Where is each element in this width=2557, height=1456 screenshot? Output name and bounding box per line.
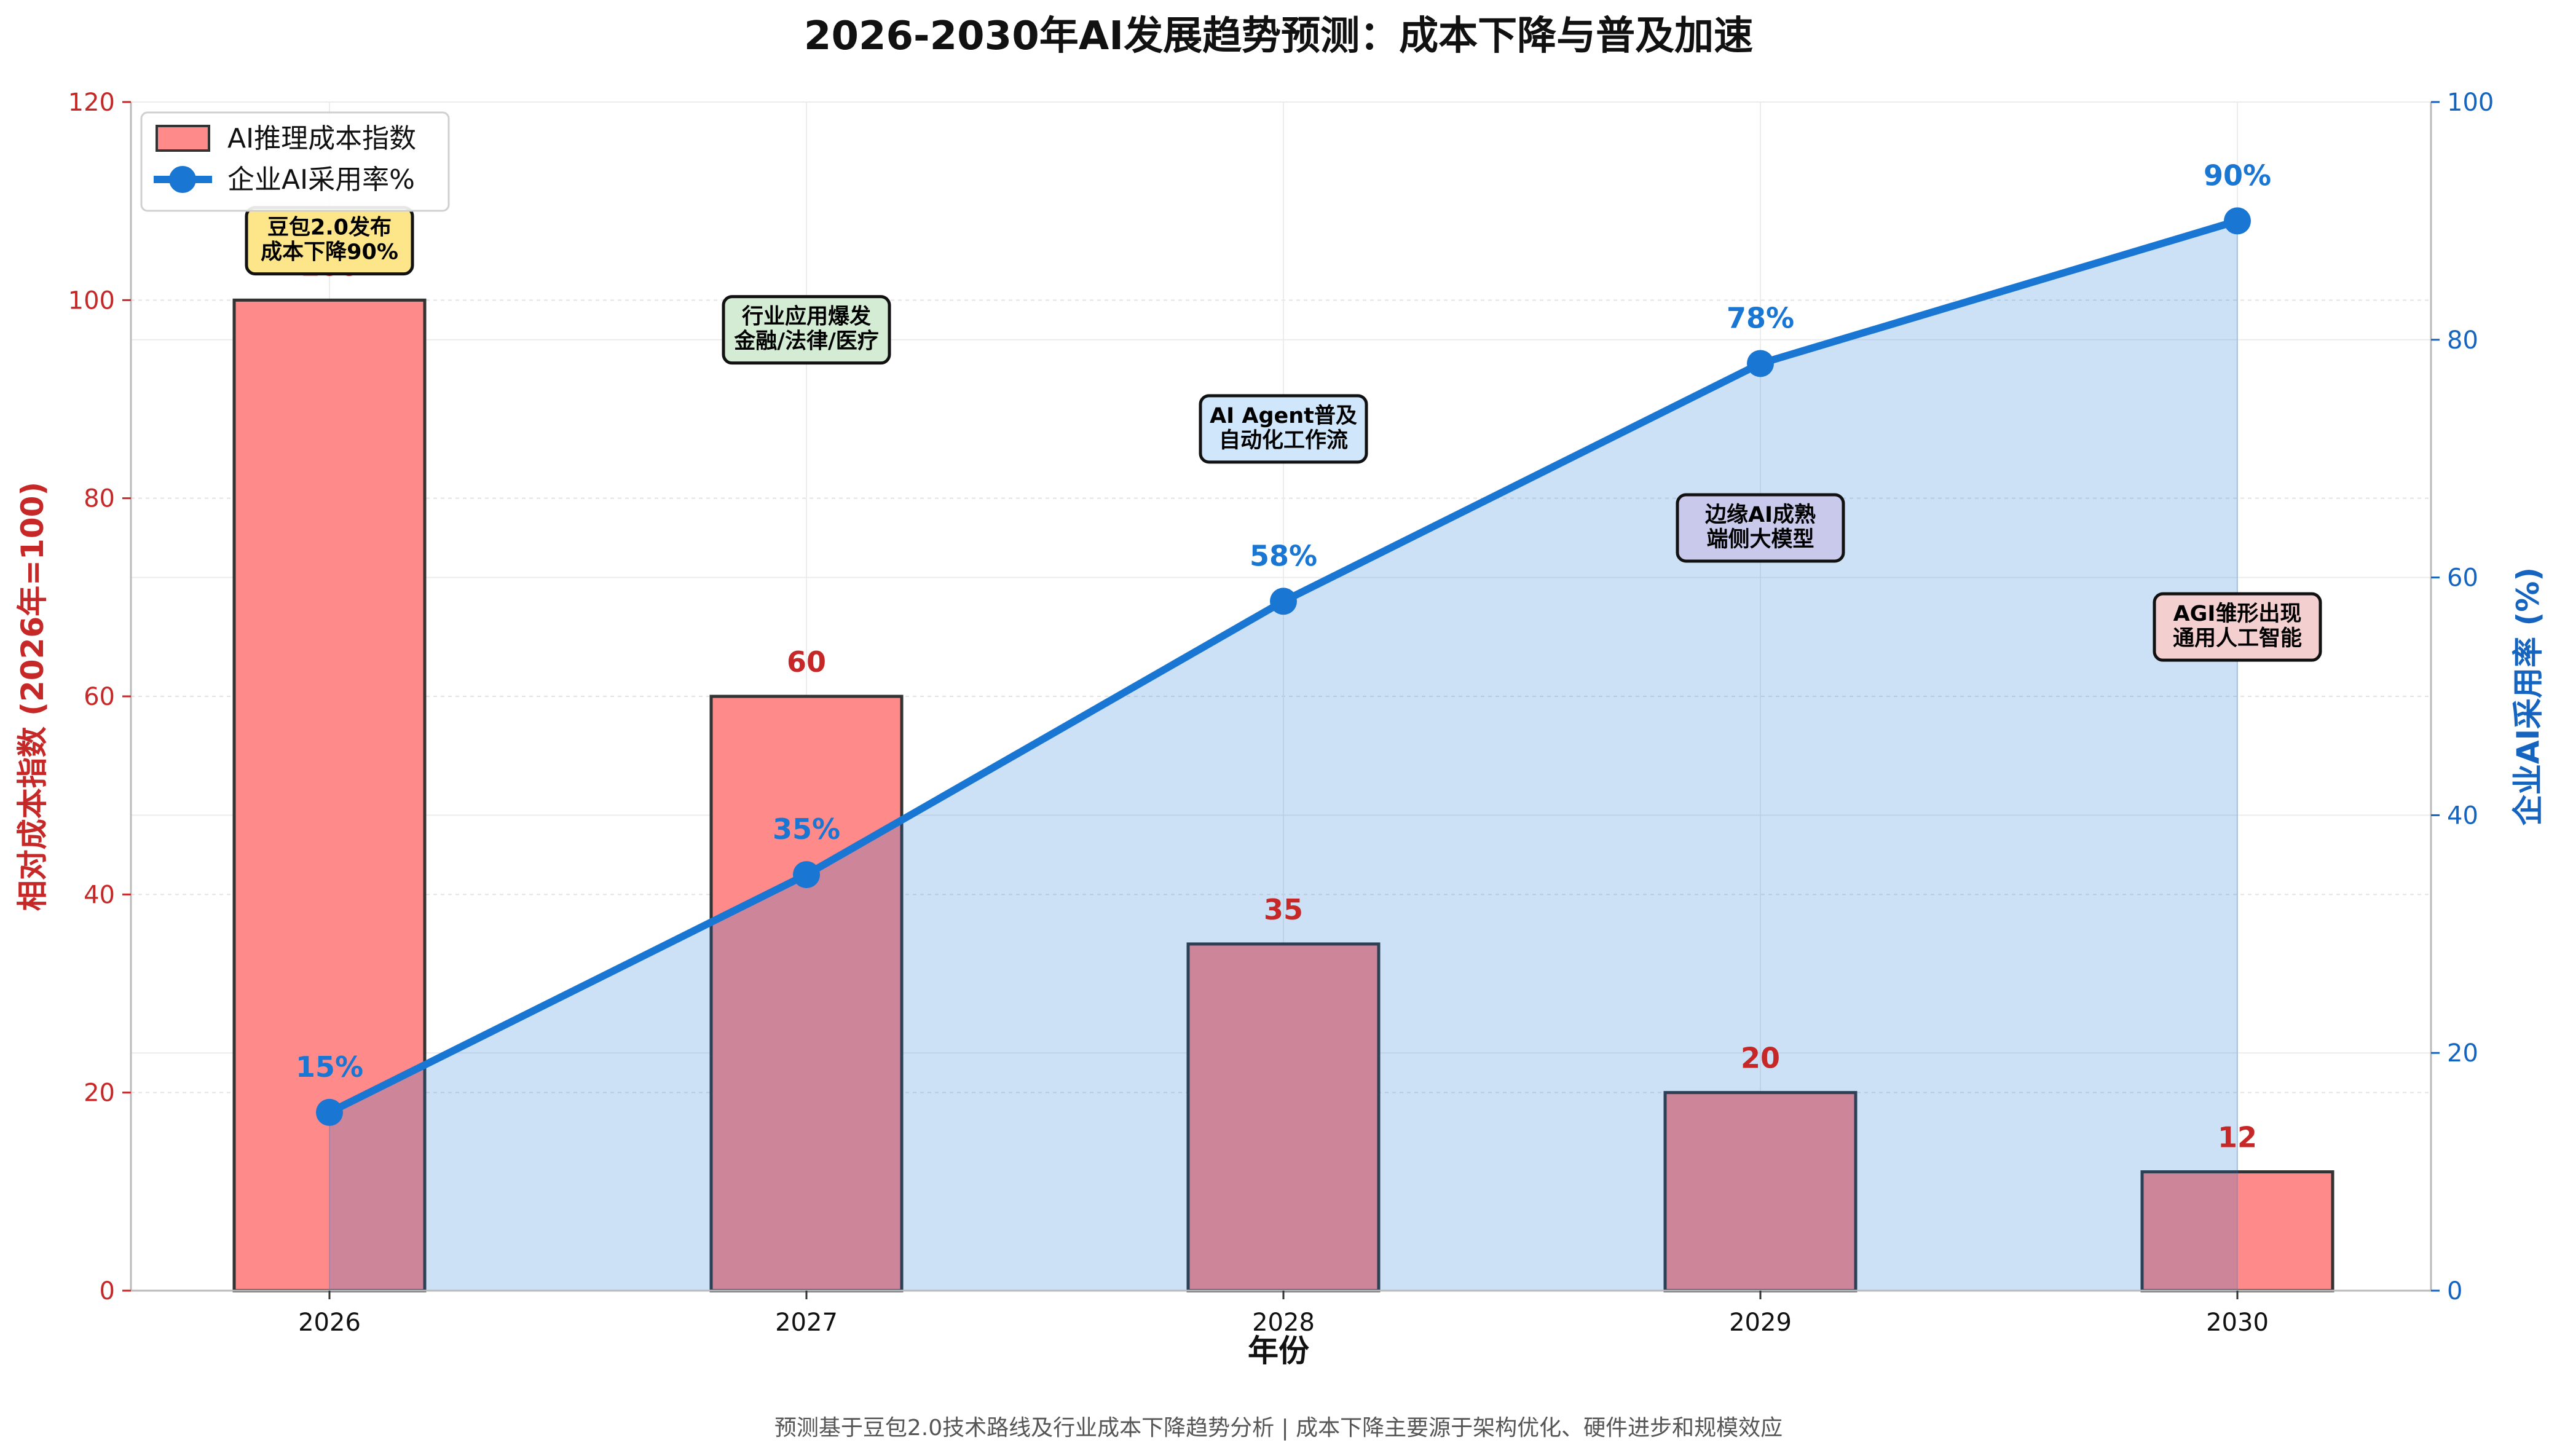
left-tick-label-60: 60 [84, 683, 115, 711]
cost-bar-label-2030: 12 [2218, 1121, 2257, 1154]
left-axis-title: 相对成本指数 (2026年=100) [15, 482, 50, 911]
cost-bar-label-2029: 20 [1741, 1042, 1780, 1075]
adoption-label-2026: 15% [296, 1050, 363, 1084]
x-tick-label-2030: 2030 [2206, 1308, 2269, 1337]
adoption-point-2026 [316, 1098, 343, 1126]
chart-title: 2026-2030年AI发展趋势预测：成本下降与普及加速 [804, 14, 1753, 59]
annotation-text-2028-1: 自动化工作流 [1219, 428, 1348, 453]
adoption-point-2029 [1747, 350, 1774, 377]
left-tick-label-80: 80 [84, 485, 115, 513]
annotation-text-2027-0: 行业应用爆发 [742, 304, 871, 329]
right-tick-label-100: 100 [2447, 89, 2494, 117]
adoption-label-2028: 58% [1250, 539, 1317, 572]
cost-bar-2027 [709, 695, 904, 1293]
cost-bar-label-2028: 35 [1264, 893, 1303, 926]
right-tick-label-40: 40 [2447, 801, 2478, 830]
x-tick-label-2028: 2028 [1252, 1308, 1315, 1337]
right-tick-label-60: 60 [2447, 564, 2478, 592]
annotation-text-2026-1: 成本下降90% [261, 240, 398, 265]
adoption-label-2027: 35% [773, 813, 840, 846]
annotation-box-2028 [1199, 394, 1368, 464]
cost-bar-2029 [1663, 1091, 1858, 1293]
legend-box [140, 111, 450, 212]
adoption-label-2030: 90% [2204, 159, 2271, 192]
right-tick-label-80: 80 [2447, 326, 2478, 355]
axes: 2026 2027 2028 2029 2030 0 20 40 60 80 100 120 0 20 40… [68, 89, 2494, 1337]
left-tick-label-40: 40 [84, 881, 115, 909]
x-tick-label-2026: 2026 [298, 1308, 361, 1337]
annotation-text-2030-0: AGI雏形出现 [2173, 602, 2302, 626]
legend-swatch-bar [156, 125, 210, 152]
cost-bar-2030 [2140, 1170, 2334, 1293]
x-axis-title: 年份 [1248, 1333, 1309, 1369]
annotation-box-2030 [2153, 592, 2322, 662]
adoption-label-2029: 78% [1727, 301, 1794, 334]
annotation-box-2027 [722, 295, 891, 365]
footnote: 预测基于豆包2.0技术路线及行业成本下降趋势分析 | 成本下降主要源于架构优化、… [774, 1415, 1783, 1441]
left-tick-label-100: 100 [68, 286, 115, 315]
annotation-text-2029-1: 端侧大模型 [1706, 527, 1814, 552]
annotation-text-2028-0: AI Agent普及 [1210, 404, 1357, 428]
adoption-point-2030 [2224, 207, 2251, 235]
legend-label-line: 企业AI采用率% [227, 164, 415, 195]
right-axis-title: 企业AI采用率 (%) [2510, 567, 2546, 826]
annotation-text-2030-1: 通用人工智能 [2173, 626, 2302, 651]
left-tick-label-20: 20 [84, 1079, 115, 1108]
adoption-point-2028 [1270, 588, 1297, 615]
cost-bar-2028 [1186, 942, 1381, 1293]
x-tick-label-2027: 2027 [775, 1308, 838, 1337]
x-tick-label-2029: 2029 [1729, 1308, 1792, 1337]
adoption-line-layer [316, 207, 2251, 1291]
left-tick-label-120: 120 [68, 89, 115, 117]
right-tick-label-20: 20 [2447, 1039, 2478, 1068]
annotation-text-2026-0: 豆包2.0发布 [267, 216, 392, 240]
cost-bar-label-2027: 60 [787, 645, 826, 679]
legend-label-bar: AI推理成本指数 [227, 123, 416, 154]
left-tick-label-0: 0 [100, 1277, 115, 1305]
legend-swatch-marker [169, 166, 196, 193]
annotation-text-2029-0: 边缘AI成熟 [1705, 503, 1816, 527]
right-tick-label-0: 0 [2447, 1277, 2462, 1305]
adoption-point-2027 [793, 861, 820, 889]
annotation-box-2029 [1676, 493, 1845, 563]
annotation-text-2027-1: 金融/法律/医疗 [733, 329, 879, 354]
